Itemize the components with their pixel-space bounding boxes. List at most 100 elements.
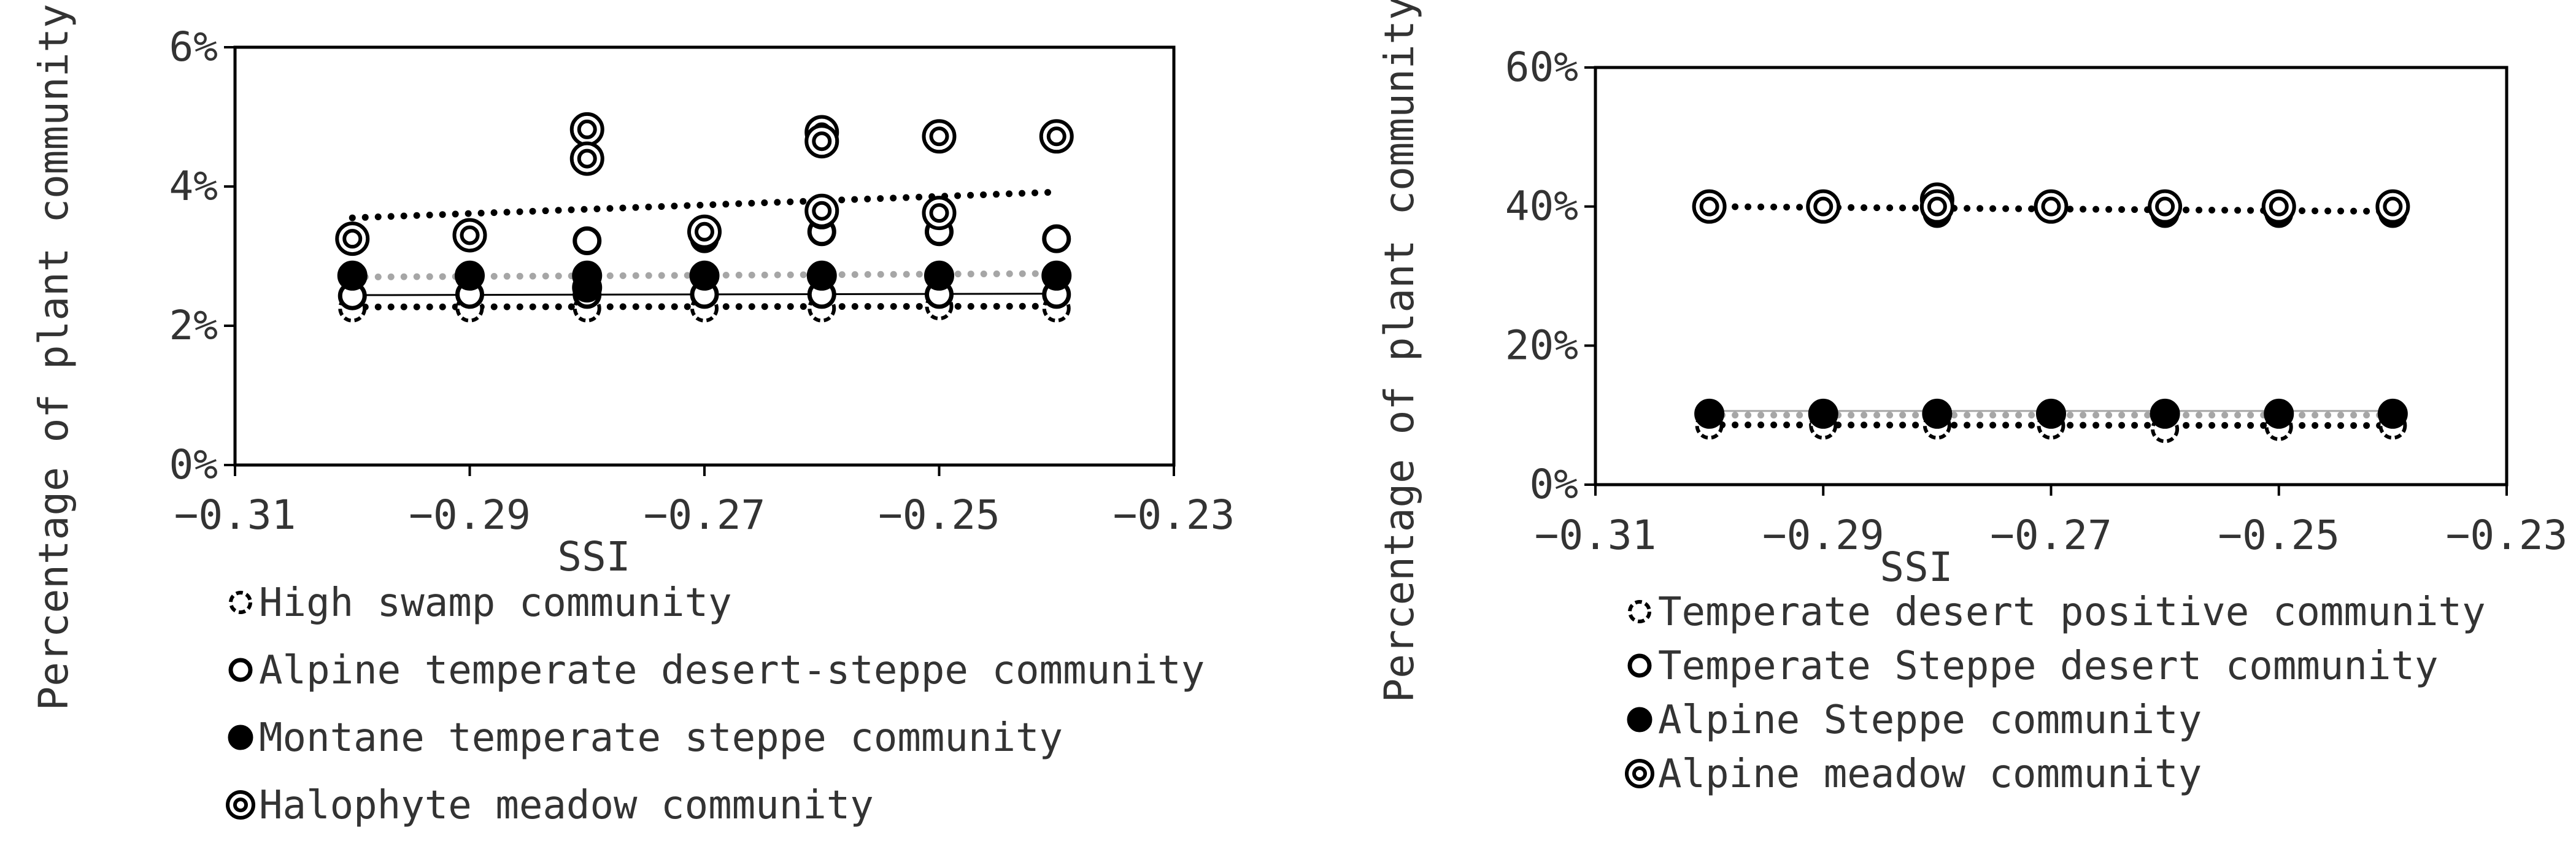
- point-series-3-0-inner: [1699, 196, 1719, 217]
- point-series-3-3-inner: [1927, 196, 1947, 217]
- point-series-2-4: [2150, 398, 2180, 429]
- point-series-3-10: [1039, 119, 1074, 154]
- point-series-2-5: [924, 260, 954, 291]
- point-series-3-6: [804, 124, 839, 159]
- point-series-2-5: [2264, 398, 2294, 429]
- legend-label-2: Montane temperate steppe community: [259, 715, 1063, 761]
- y-tick-label: 0%: [1530, 461, 1578, 508]
- y-tick-label: 60%: [1505, 44, 1578, 91]
- legend-marker-2: [1627, 707, 1652, 733]
- x-tick-label: −0.25: [878, 491, 1000, 539]
- point-series-2-6: [1041, 260, 1072, 291]
- point-series-2-0: [1694, 398, 1725, 429]
- y-tick-label: 40%: [1505, 183, 1578, 230]
- point-series-3-4-inner: [2041, 196, 2061, 217]
- point-series-3-2: [569, 112, 604, 147]
- right-chart: 0% 20% 40% 60% −0.31 −0.29 −0.27 −0.25 −0.23 Pe…: [1376, 0, 2567, 797]
- point-series-3-0: [335, 221, 370, 256]
- x-tick-label: −0.29: [409, 491, 531, 539]
- point-series-2-3: [689, 260, 720, 291]
- point-series-3-9: [922, 196, 957, 231]
- point-series-3-4: [2034, 189, 2069, 224]
- x-tick-label: −0.31: [174, 491, 296, 539]
- y-tick-label: 20%: [1505, 321, 1578, 369]
- point-series-3-4-inner: [695, 221, 714, 242]
- x-tick-label: −0.25: [2218, 512, 2340, 559]
- point-series-3-0-inner: [342, 229, 363, 249]
- point-series-2-0: [337, 260, 368, 291]
- point-series-3-7-inner: [2383, 196, 2403, 217]
- point-series-3-1-inner: [1813, 196, 1834, 217]
- x-tick-label: −0.23: [2446, 512, 2568, 559]
- legend-label-0: High swamp community: [259, 580, 732, 626]
- left-plot-area: [233, 45, 1176, 467]
- right-data-points: [1692, 182, 2410, 444]
- left-y-ticks: 0% 2% 4% 6%: [169, 23, 235, 488]
- right-y-axis-title: Percentage of plant community area: [1376, 0, 1423, 703]
- point-series-3-7: [804, 193, 839, 228]
- point-series-2-3: [2036, 398, 2066, 429]
- point-series-3-5: [2148, 189, 2183, 224]
- point-series-3-1: [452, 218, 487, 253]
- y-tick-label: 0%: [169, 441, 218, 488]
- y-tick-label: 4%: [169, 163, 218, 210]
- point-series-3-0: [1692, 189, 1727, 224]
- point-series-3-7: [2375, 189, 2410, 224]
- legend-label-1: Temperate Steppe desert community: [1658, 644, 2439, 689]
- y-tick-label: 6%: [169, 23, 218, 71]
- legend-marker-3: [226, 790, 255, 820]
- left-legend: High swamp community Alpine temperate des…: [226, 580, 1205, 828]
- point-series-3-1: [1806, 189, 1841, 224]
- right-y-ticks: 0% 20% 40% 60%: [1505, 44, 1595, 508]
- point-series-2-2: [1922, 398, 1953, 429]
- point-series-1-9: [573, 226, 602, 256]
- point-series-2-6: [2377, 398, 2408, 429]
- point-series-2-1: [1808, 398, 1838, 429]
- point-series-3-3: [569, 141, 604, 176]
- legend-marker-3: [1625, 759, 1654, 788]
- legend-label-2: Alpine Steppe community: [1658, 698, 2202, 743]
- x-tick-label: −0.31: [1535, 512, 1657, 559]
- left-y-axis-title: Percentage of plant community area: [30, 0, 77, 711]
- point-series-3-1-inner: [460, 225, 480, 245]
- legend-marker-3-inner: [233, 798, 248, 812]
- point-series-3-8: [922, 119, 957, 154]
- point-series-3-6: [2261, 189, 2296, 224]
- point-series-1-13: [1042, 224, 1071, 253]
- legend-marker-2: [228, 725, 253, 750]
- legend-marker-1: [228, 658, 253, 682]
- point-series-3-6-inner: [812, 131, 832, 152]
- legend-marker-0: [1628, 600, 1651, 623]
- point-series-3-2-inner: [577, 119, 597, 139]
- legend-label-3: Alpine meadow community: [1658, 752, 2202, 797]
- legend-marker-3-inner: [1632, 766, 1647, 781]
- point-series-3-3-inner: [577, 148, 597, 169]
- point-series-2-1: [455, 260, 485, 291]
- point-series-3-10-inner: [1046, 126, 1066, 147]
- legend-label-3: Halophyte meadow community: [259, 783, 874, 828]
- left-x-ticks: −0.31 −0.29 −0.27 −0.25 −0.23: [174, 465, 1235, 539]
- right-legend: Temperate desert positive community Tempe…: [1625, 590, 2486, 797]
- y-tick-label: 2%: [169, 302, 218, 349]
- left-x-axis-title: SSI: [557, 533, 630, 580]
- point-series-3-3: [1919, 189, 1954, 224]
- x-tick-label: −0.27: [644, 491, 766, 539]
- point-series-2-4: [806, 260, 837, 291]
- right-trend-lines: [1706, 203, 2396, 429]
- point-series-3-6-inner: [2269, 196, 2289, 217]
- right-x-axis-title: SSI: [1880, 544, 1953, 591]
- left-data-points: [335, 112, 1074, 323]
- trend-line-series-3: [349, 188, 1060, 221]
- point-series-3-7-inner: [812, 201, 832, 221]
- legend-marker-1: [1627, 653, 1652, 678]
- point-series-3-4: [687, 214, 722, 249]
- point-series-3-5-inner: [2155, 196, 2175, 217]
- legend-label-0: Temperate desert positive community: [1658, 590, 2486, 635]
- x-tick-label: −0.27: [1990, 512, 2112, 559]
- legend-label-1: Alpine temperate desert-steppe community: [259, 648, 1205, 693]
- legend-marker-0: [229, 591, 252, 614]
- left-chart: 0% 2% 4% 6% −0.31 −0.29 −0.27 −0.25 −0.23 Perce…: [30, 0, 1235, 828]
- x-tick-label: −0.29: [1762, 512, 1884, 559]
- x-tick-label: −0.23: [1113, 491, 1235, 539]
